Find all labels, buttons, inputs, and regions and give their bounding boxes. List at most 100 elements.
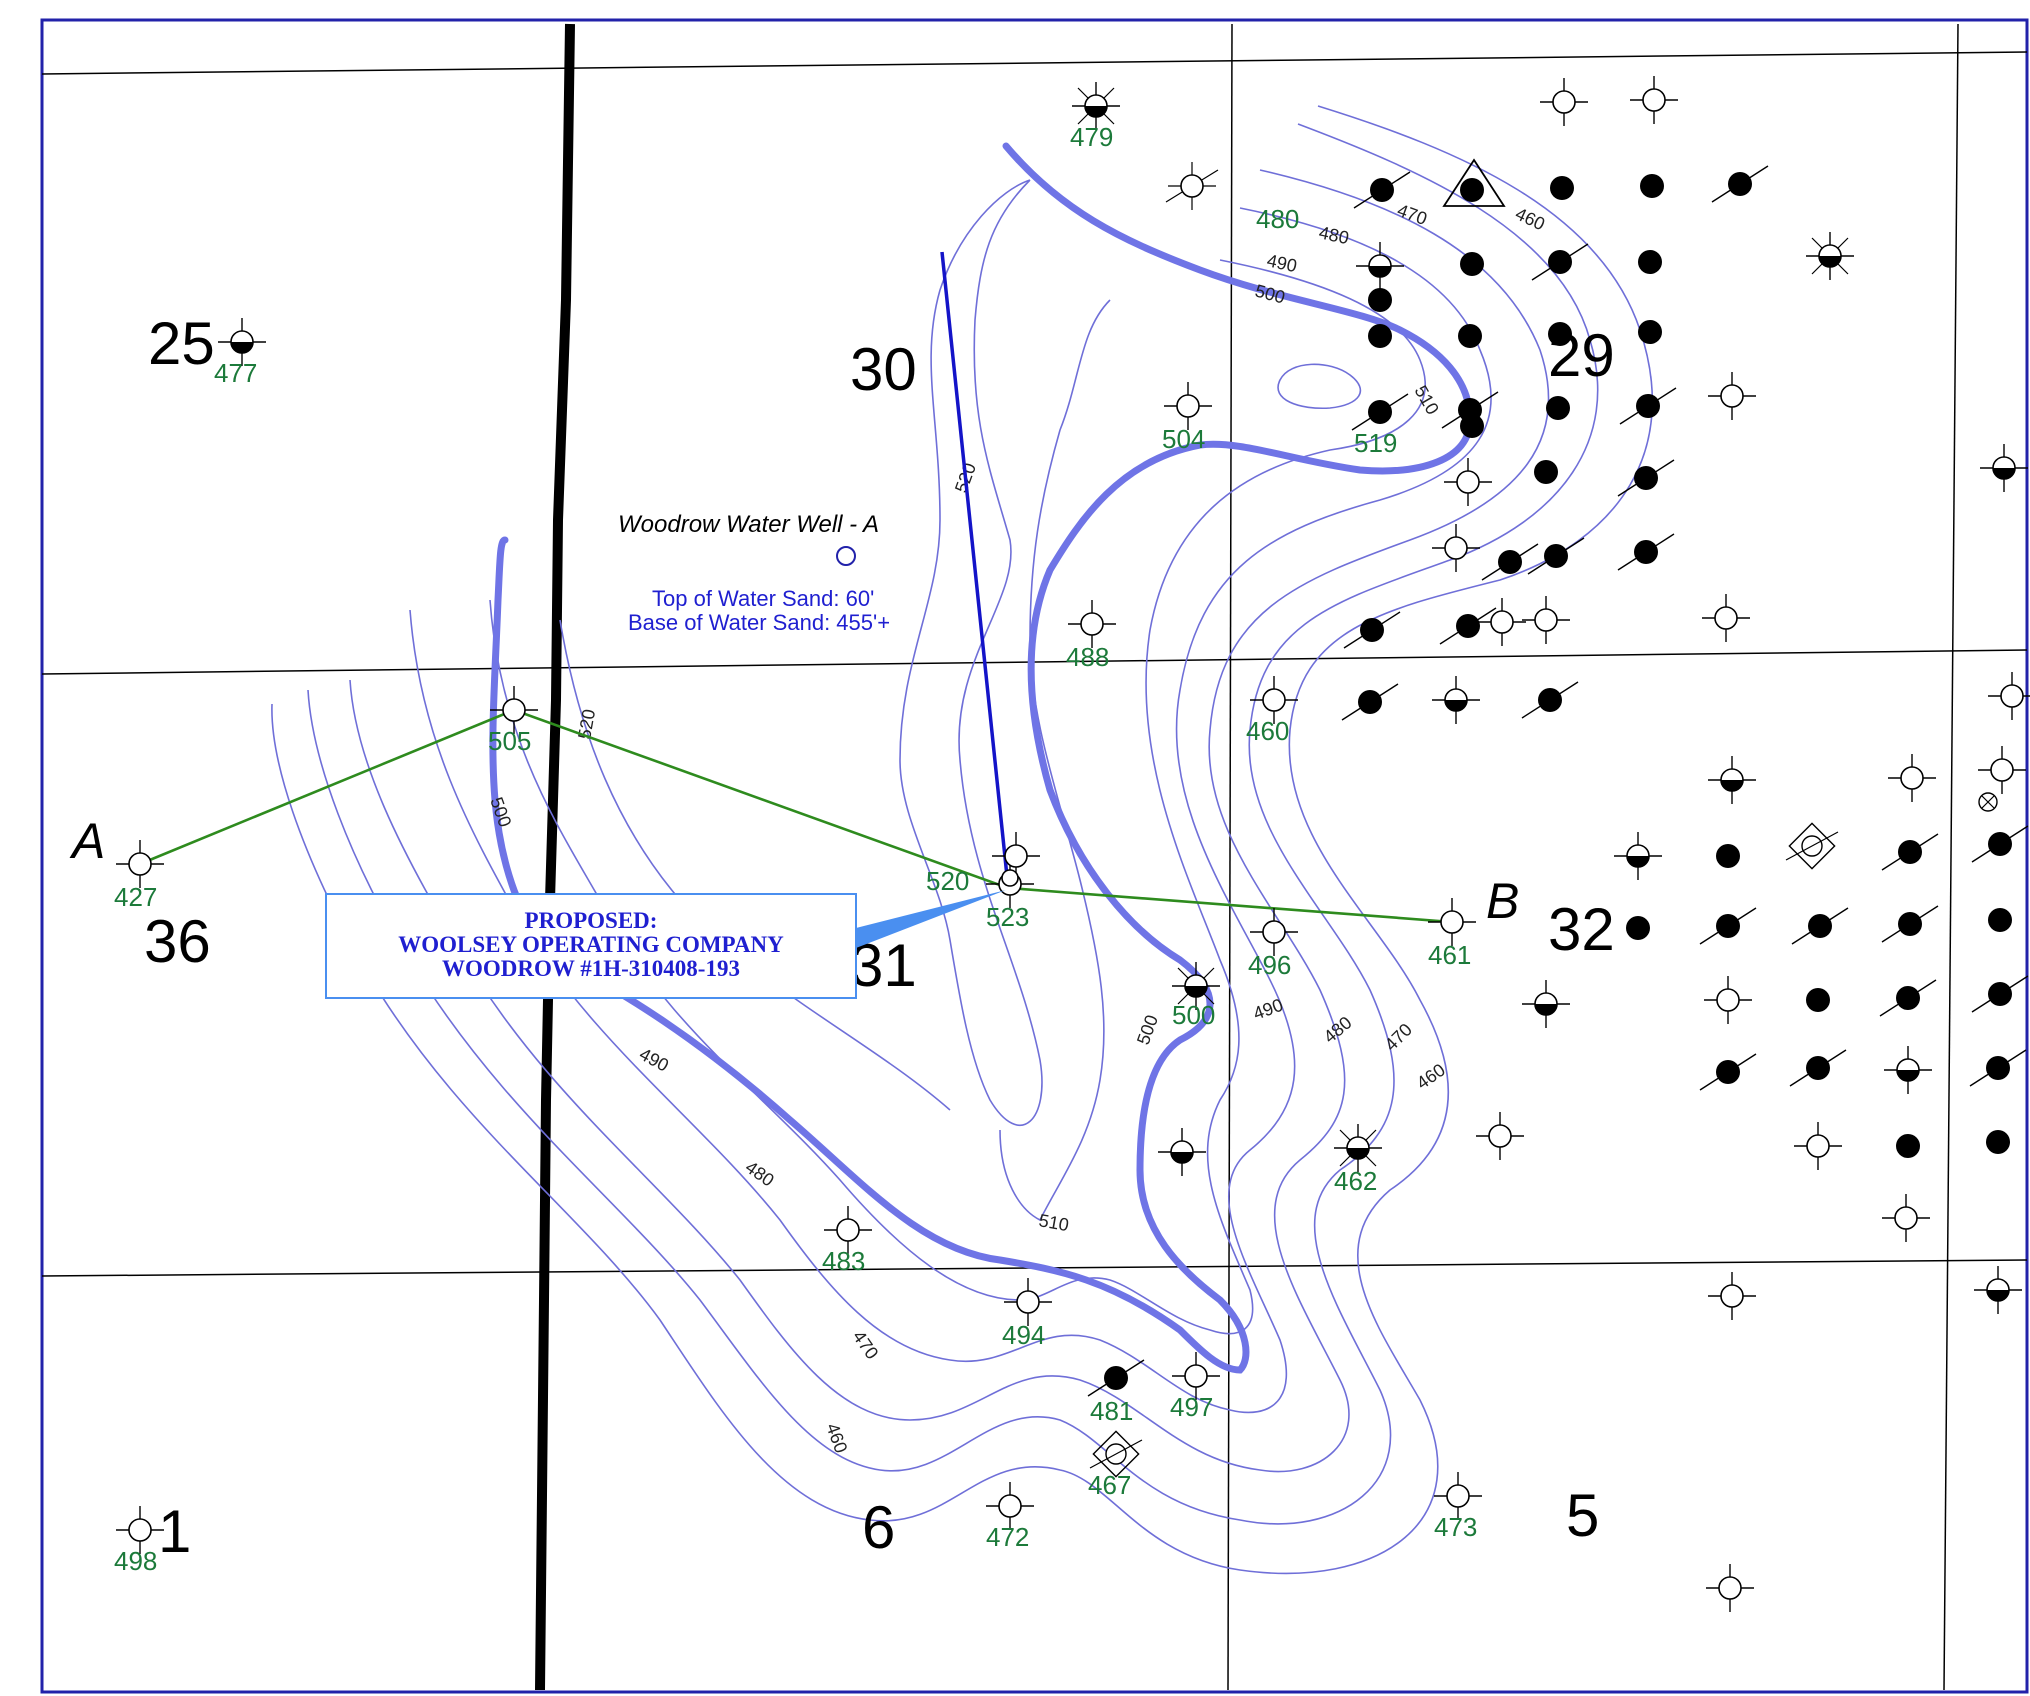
dry-hole-icon[interactable]	[1477, 597, 1527, 647]
oil-well-icon[interactable]	[1368, 288, 1392, 312]
oil-well-icon[interactable]	[1791, 907, 1849, 945]
oil-well-icon[interactable]	[1521, 681, 1579, 719]
oil-well-icon[interactable]	[1439, 607, 1497, 645]
oil-well-icon[interactable]	[1971, 825, 2029, 863]
section-number: 6	[862, 1494, 895, 1561]
oil-well-icon[interactable]	[1351, 393, 1409, 431]
oil-well-icon[interactable]	[1711, 165, 1769, 203]
well-value: 505	[488, 726, 531, 756]
oil-well-icon[interactable]	[1617, 459, 1675, 497]
dry-hole-icon[interactable]	[1427, 897, 1477, 947]
oil-well-icon[interactable]	[1460, 178, 1484, 202]
oil-well-icon[interactable]	[1531, 243, 1589, 281]
water-well-icon[interactable]	[836, 546, 856, 566]
oil-well-icon[interactable]	[1881, 905, 1939, 943]
oil-well-icon[interactable]	[1638, 320, 1662, 344]
dry-hole-icon[interactable]	[1163, 381, 1213, 431]
section-number: 30	[850, 336, 917, 403]
oil-well-icon[interactable]	[1460, 414, 1484, 438]
oil-well-icon[interactable]	[1988, 908, 2012, 932]
dry-hole-icon[interactable]	[1067, 599, 1117, 649]
well-value: 462	[1334, 1166, 1377, 1196]
injection-well-icon[interactable]	[1978, 792, 1998, 812]
oil-well-icon[interactable]	[1969, 1049, 2027, 1087]
oil-well-icon[interactable]	[1699, 1053, 1757, 1091]
dry-hole-icon[interactable]	[1705, 1563, 1755, 1613]
dry-hole-icon[interactable]	[1987, 671, 2030, 721]
dry-hole-icon[interactable]	[1707, 371, 1757, 421]
oil-well-icon[interactable]	[1638, 250, 1662, 274]
dry-hole-icon[interactable]	[1629, 75, 1679, 125]
oil-well-icon[interactable]	[1087, 1359, 1145, 1397]
oil-well-icon[interactable]	[1619, 387, 1677, 425]
dry-hole-icon[interactable]	[1881, 1193, 1931, 1243]
dry-hole-icon[interactable]	[1977, 745, 2027, 795]
oil-well-icon[interactable]	[1896, 1134, 1920, 1158]
gas-well-icon[interactable]	[1431, 675, 1481, 725]
dry-hole-icon[interactable]	[1165, 161, 1219, 211]
oil-well-icon[interactable]	[1806, 988, 1830, 1012]
dry-hole-icon[interactable]	[1003, 1277, 1053, 1327]
oil-well-icon[interactable]	[1789, 1049, 1847, 1087]
dry-hole-icon[interactable]	[1701, 593, 1751, 643]
well-value: 473	[1434, 1512, 1477, 1542]
gas-well-icon[interactable]	[1979, 443, 2029, 493]
water-well-name: Woodrow Water Well - A	[618, 511, 879, 538]
dry-hole-icon[interactable]	[1707, 1271, 1757, 1321]
contour-label: 510	[1037, 1210, 1070, 1235]
oil-well-icon[interactable]	[1481, 543, 1539, 581]
oil-well-icon[interactable]	[1546, 396, 1570, 420]
oil-well-icon[interactable]	[1879, 979, 1937, 1017]
contour-label: 470	[849, 1327, 883, 1363]
gas-well-icon[interactable]	[1333, 1123, 1383, 1173]
cross-section-start-label: A	[69, 813, 105, 869]
contour-label: 490	[636, 1044, 672, 1076]
gas-well-icon[interactable]	[1355, 241, 1405, 291]
oil-well-icon[interactable]	[1368, 324, 1392, 348]
dry-hole-icon[interactable]	[1521, 595, 1571, 645]
well-values: 477 479 480 504 519 488 460 505 427 520 …	[114, 122, 1477, 1576]
oil-well-icon[interactable]	[1550, 176, 1574, 200]
oil-well-icon[interactable]	[1716, 844, 1740, 868]
county-line	[535, 23, 575, 1691]
section-number: 25	[148, 310, 215, 377]
contour-label: 460	[1413, 1060, 1449, 1094]
dry-hole-icon[interactable]	[1475, 1111, 1525, 1161]
gas-well-icon[interactable]	[1805, 231, 1855, 281]
oil-well-icon[interactable]	[1460, 252, 1484, 276]
gas-well-icon[interactable]	[1613, 831, 1663, 881]
survey-grid	[40, 18, 2029, 1694]
location-icon[interactable]	[1785, 822, 1839, 870]
dry-hole-icon[interactable]	[1703, 975, 1753, 1025]
proposed-well-callout[interactable]: PROPOSED: WOOLSEY OPERATING COMPANY WOOD…	[325, 893, 857, 999]
oil-well-icon[interactable]	[1986, 1130, 2010, 1154]
well-value: 523	[986, 902, 1029, 932]
gas-well-icon[interactable]	[1973, 1265, 2023, 1315]
gas-well-icon[interactable]	[1521, 979, 1571, 1029]
oil-well-icon[interactable]	[1971, 975, 2029, 1013]
location-icon[interactable]	[1089, 1430, 1143, 1478]
oil-well-icon[interactable]	[1626, 916, 1650, 940]
oil-well-icon[interactable]	[1640, 174, 1664, 198]
dry-hole-icon[interactable]	[1001, 869, 1019, 887]
dry-hole-icon[interactable]	[1539, 77, 1589, 127]
dry-hole-icon[interactable]	[115, 839, 165, 889]
dry-hole-icon[interactable]	[1431, 523, 1481, 573]
contour-labels: 470 460 480 490 500 510 520 520 500 490 …	[486, 200, 1548, 1456]
oil-well-icon[interactable]	[1341, 683, 1399, 721]
well-value: 483	[822, 1246, 865, 1276]
oil-well-icon[interactable]	[1881, 833, 1939, 871]
section-number: 5	[1566, 1482, 1599, 1549]
oil-well-icon[interactable]	[1534, 460, 1558, 484]
oil-well-icon[interactable]	[1527, 537, 1585, 575]
dry-hole-icon[interactable]	[1443, 457, 1493, 507]
dry-hole-icon[interactable]	[1249, 907, 1299, 957]
oil-well-icon[interactable]	[1617, 533, 1675, 571]
oil-well-icon[interactable]	[1699, 907, 1757, 945]
gas-well-icon[interactable]	[1157, 1127, 1207, 1177]
dry-hole-icon[interactable]	[1887, 753, 1937, 803]
gas-well-icon[interactable]	[1707, 755, 1757, 805]
gas-well-icon[interactable]	[1883, 1045, 1933, 1095]
dry-hole-icon[interactable]	[1793, 1121, 1843, 1171]
oil-well-icon[interactable]	[1458, 324, 1482, 348]
